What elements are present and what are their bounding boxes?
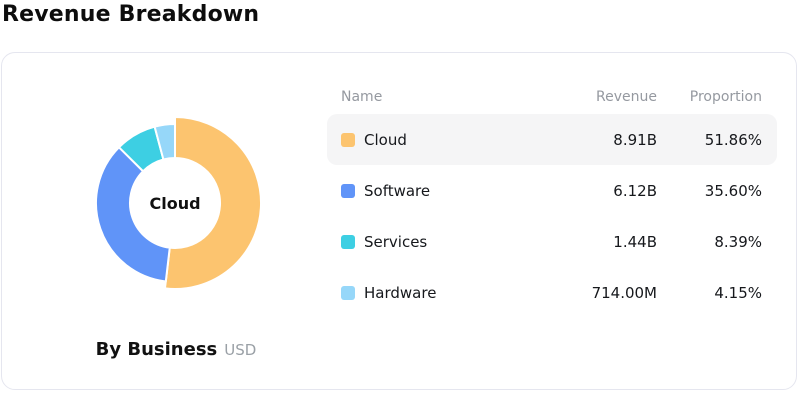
breakdown-table: Name Revenue Proportion Cloud 8.91B 51.86%… (327, 83, 777, 318)
caption-label: By Business (95, 339, 218, 360)
page-title: Revenue Breakdown (2, 2, 260, 27)
revenue-breakdown-card: Cloud By Business USD Name Revenue Propor… (1, 52, 797, 390)
header-proportion: Proportion (689, 89, 762, 105)
series-revenue: 8.91B (613, 130, 657, 149)
table-rows: Cloud 8.91B 51.86% Software 6.12B 35.60% Servi… (327, 114, 777, 318)
series-proportion: 51.86% (704, 130, 762, 149)
table-row[interactable]: Hardware 714.00M 4.15% (327, 267, 777, 318)
header-revenue: Revenue (596, 89, 657, 105)
series-name-cell: Hardware (341, 284, 547, 302)
donut-segment-cloud[interactable] (163, 116, 263, 290)
series-revenue: 6.12B (613, 181, 657, 200)
series-name-cell: Services (341, 233, 547, 251)
series-name: Software (364, 181, 431, 200)
series-name: Hardware (364, 283, 437, 302)
series-color-swatch (341, 132, 355, 147)
table-row[interactable]: Services 1.44B 8.39% (327, 216, 777, 267)
chart-caption: By Business USD (2, 339, 350, 360)
series-color-swatch (341, 234, 355, 249)
series-name: Cloud (364, 130, 407, 149)
table-row[interactable]: Cloud 8.91B 51.86% (327, 114, 777, 165)
table-header: Name Revenue Proportion (327, 83, 777, 114)
donut-segment-hardware[interactable] (153, 123, 176, 161)
series-name-cell: Cloud (341, 131, 547, 149)
series-revenue: 714.00M (591, 283, 657, 302)
series-name: Services (364, 232, 428, 251)
table-row[interactable]: Software 6.12B 35.60% (327, 165, 777, 216)
series-proportion: 8.39% (714, 232, 762, 251)
series-color-swatch (341, 183, 355, 198)
donut-chart-area: Cloud (75, 103, 275, 303)
series-color-swatch (341, 285, 355, 300)
caption-currency: USD (224, 341, 257, 359)
donut-chart (95, 116, 263, 290)
series-revenue: 1.44B (613, 232, 657, 251)
header-name: Name (341, 89, 383, 105)
series-name-cell: Software (341, 182, 547, 200)
series-proportion: 4.15% (714, 283, 762, 302)
donut-segment-software[interactable] (95, 146, 171, 283)
series-proportion: 35.60% (704, 181, 762, 200)
